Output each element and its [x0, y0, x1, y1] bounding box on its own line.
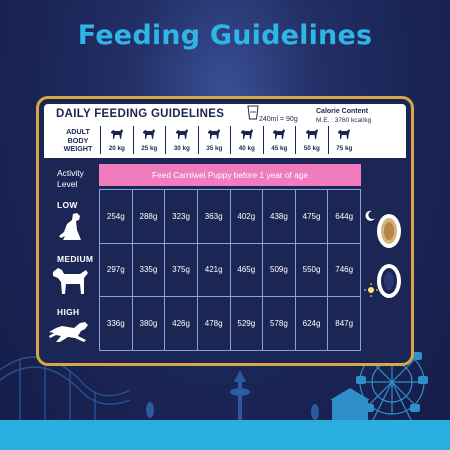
table-cell: 426g [165, 297, 198, 351]
fairground-scenery [0, 344, 428, 422]
weight-value: 75 kg [336, 145, 353, 152]
food-bowl-icon [377, 264, 401, 298]
table-cell: 254g [100, 190, 133, 244]
standing-dog-icon [53, 268, 88, 294]
weight-value: 40 kg [238, 145, 255, 152]
table-cell: 288g [132, 190, 166, 244]
calorie-label: Calorie Content [316, 108, 369, 115]
table-cell: 438g [263, 190, 296, 244]
age-banner: Feed Carniwel Puppy before 1 year of age [99, 164, 361, 186]
table-cell: 465g [230, 243, 264, 298]
dog-silhouette-icon [208, 129, 221, 139]
adult-body-weight-label: ADULT BODY WEIGHT [58, 127, 98, 154]
dog-silhouette-icon [305, 129, 318, 139]
weight-value: 20 kg [108, 145, 125, 152]
measuring-cup-icon [247, 105, 259, 120]
weight-row: 20 kg 25 kg 30 kg 35 kg 40 kg 45 kg 50 k… [100, 126, 360, 154]
table-cell: 624g [295, 297, 329, 351]
dog-silhouette-icon [273, 129, 286, 139]
weight-col: 20 kg [101, 126, 134, 154]
weight-label-line: ADULT [66, 127, 90, 136]
weight-col: 45 kg [264, 126, 296, 154]
weight-label-line: WEIGHT [63, 144, 93, 153]
weight-col: 40 kg [231, 126, 264, 154]
table-cell: 746g [328, 243, 361, 298]
table-cell: 578g [263, 297, 296, 351]
food-bowl-icon [377, 214, 401, 248]
table-cell: 509g [263, 243, 296, 298]
activity-level-label: Activity Level [57, 168, 84, 190]
table-cell: 475g [295, 190, 329, 244]
dog-silhouette-icon [240, 129, 253, 139]
dog-silhouette-icon [338, 129, 351, 139]
weight-label-line: BODY [67, 135, 89, 145]
card-title: DAILY FEEDING GUIDELINES [56, 108, 225, 120]
moon-icon [365, 210, 375, 221]
running-dog-icon [49, 322, 88, 342]
dog-silhouette-icon [175, 129, 188, 139]
table-cell: 336g [100, 297, 133, 351]
calorie-value: M.E. : 3760 kcal/kg [316, 117, 372, 124]
sitting-dog-icon [59, 213, 81, 240]
weight-value: 30 kg [173, 145, 190, 152]
weight-value: 35 kg [206, 145, 223, 152]
level-medium-label: MEDIUM [57, 254, 94, 264]
weight-col: 50 kg [296, 126, 329, 154]
table-cell: 297g [100, 243, 133, 298]
feeding-grid: 254g 288g 323g 363g 402g 438g 475g 644g … [99, 189, 361, 351]
weight-col: 30 kg [166, 126, 199, 154]
weight-value: 25 kg [141, 145, 158, 152]
weight-value: 45 kg [271, 145, 288, 152]
table-cell: 550g [295, 243, 329, 298]
table-cell: 847g [328, 297, 361, 351]
bottom-strip [0, 420, 450, 450]
cup-measure: 240ml = 90g [259, 116, 298, 123]
level-low-label: LOW [57, 200, 78, 210]
table-cell: 529g [230, 297, 264, 351]
table-cell: 478g [197, 297, 231, 351]
dog-silhouette-icon [143, 129, 156, 139]
dog-silhouette-icon [110, 129, 123, 139]
table-cell: 644g [328, 190, 361, 244]
page-title: Feeding Guidelines [77, 20, 373, 51]
table-cell: 421g [197, 243, 231, 298]
table-cell: 363g [197, 190, 231, 244]
table-cell: 323g [165, 190, 198, 244]
weight-col: 35 kg [199, 126, 231, 154]
weight-value: 50 kg [303, 145, 320, 152]
activity-label-line: Level [57, 179, 78, 189]
weight-col: 25 kg [134, 126, 166, 154]
weight-col: 75 kg [329, 126, 361, 154]
table-cell: 402g [230, 190, 264, 244]
table-cell: 335g [132, 243, 166, 298]
level-high-label: HIGH [57, 307, 80, 317]
table-cell: 380g [132, 297, 166, 351]
table-cell: 375g [165, 243, 198, 298]
sun-icon [364, 283, 378, 297]
activity-label-line: Activity [57, 168, 84, 178]
